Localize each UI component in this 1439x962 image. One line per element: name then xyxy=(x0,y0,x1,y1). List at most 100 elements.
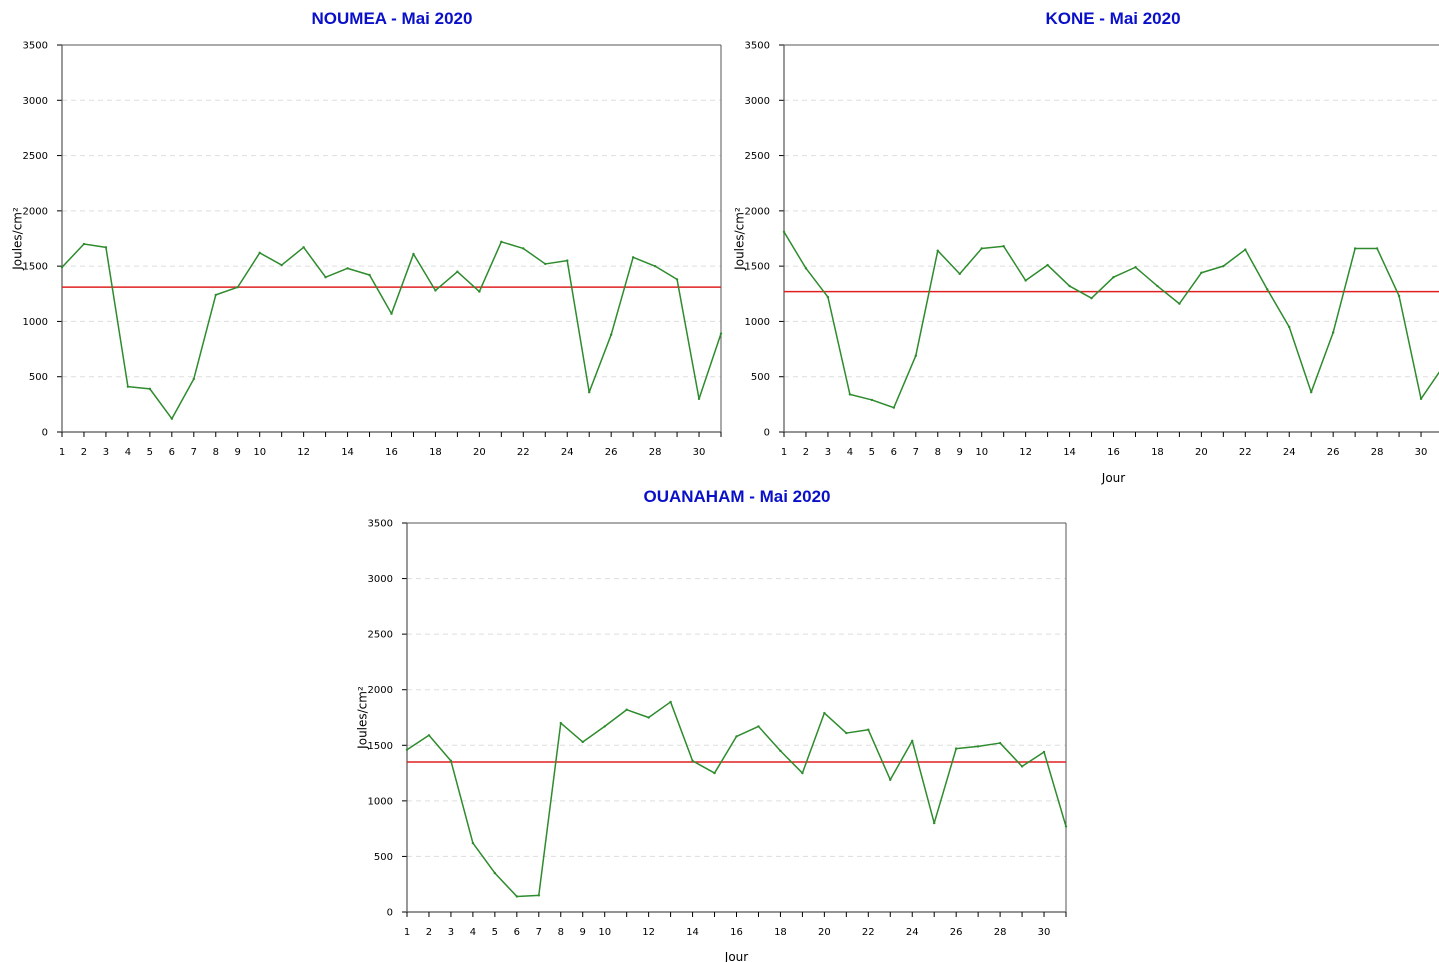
data-point xyxy=(958,272,961,276)
data-point xyxy=(1064,825,1068,828)
data-point xyxy=(675,278,679,281)
data-point xyxy=(544,262,547,266)
x-tick-label: 1 xyxy=(404,927,410,938)
data-point xyxy=(493,871,497,875)
data-point xyxy=(625,708,628,711)
data-point xyxy=(302,246,305,249)
data-point xyxy=(719,332,723,335)
data-point xyxy=(1331,331,1335,334)
x-tick-label: 6 xyxy=(514,927,520,938)
data-point xyxy=(1244,248,1247,251)
data-point xyxy=(60,266,64,269)
x-axis-label: Jour xyxy=(1101,471,1125,485)
x-tick-label: 12 xyxy=(1019,447,1032,458)
x-tick-label: 14 xyxy=(686,927,699,938)
x-tick-label: 22 xyxy=(517,447,530,458)
data-point xyxy=(588,390,591,394)
data-point xyxy=(669,700,672,704)
x-tick-label: 7 xyxy=(536,927,542,938)
x-tick-label: 1 xyxy=(59,447,65,458)
data-point xyxy=(867,728,870,731)
data-point xyxy=(434,289,437,292)
data-point xyxy=(126,385,130,388)
x-tick-label: 4 xyxy=(470,927,476,938)
data-point xyxy=(848,393,852,396)
data-point xyxy=(603,725,606,728)
chart-title: OUANAHAM - Mai 2020 xyxy=(643,487,830,506)
data-point xyxy=(954,747,958,750)
series-line xyxy=(783,231,1439,409)
data-point xyxy=(804,267,808,270)
y-tick-label: 0 xyxy=(42,428,48,439)
x-tick-label: 30 xyxy=(1415,447,1428,458)
x-tick-label: 20 xyxy=(473,447,486,458)
data-point xyxy=(559,721,562,725)
x-tick-label: 14 xyxy=(341,447,354,458)
chart-title: KONE - Mai 2020 xyxy=(1045,9,1180,28)
x-tick-label: 20 xyxy=(1195,447,1208,458)
data-point xyxy=(412,252,415,256)
data-point xyxy=(1042,750,1046,754)
series-line xyxy=(61,241,722,420)
data-point xyxy=(980,247,983,250)
data-point xyxy=(647,716,650,719)
x-tick-label: 4 xyxy=(125,447,131,458)
data-point xyxy=(1200,271,1203,274)
data-point xyxy=(933,821,936,825)
x-tick-label: 6 xyxy=(891,447,897,458)
y-tick-label: 500 xyxy=(374,852,393,863)
y-tick-label: 3500 xyxy=(368,519,393,530)
x-tick-label: 3 xyxy=(448,927,454,938)
x-tick-label: 3 xyxy=(825,447,831,458)
data-point xyxy=(1397,294,1401,298)
data-point xyxy=(1068,284,1071,288)
data-point xyxy=(1156,284,1159,288)
x-tick-label: 6 xyxy=(169,447,175,458)
x-tick-label: 28 xyxy=(994,927,1007,938)
data-point xyxy=(1046,263,1049,267)
data-point xyxy=(914,354,917,357)
data-point xyxy=(82,242,86,246)
x-tick-label: 12 xyxy=(297,447,310,458)
data-point xyxy=(170,417,174,420)
data-point xyxy=(823,711,826,715)
y-tick-label: 500 xyxy=(29,372,48,383)
chart-panel-1: NOUMEA - Mai 2020 0 500 1000 1500 2000 2500 300… xyxy=(11,9,723,458)
x-tick-label: 3 xyxy=(103,447,109,458)
y-tick-label: 2500 xyxy=(23,151,48,162)
data-point xyxy=(609,333,613,336)
data-point xyxy=(1310,390,1313,394)
data-point xyxy=(697,397,701,401)
data-point xyxy=(845,731,848,735)
data-point xyxy=(192,377,195,381)
y-axis-label: Joules/cm² xyxy=(733,207,747,271)
data-point xyxy=(713,771,716,775)
data-point xyxy=(1222,264,1225,268)
data-point xyxy=(936,249,939,252)
x-axis-label: Jour xyxy=(724,950,748,962)
x-tick-label: 9 xyxy=(235,447,241,458)
data-point xyxy=(566,259,569,262)
data-point xyxy=(500,240,503,244)
data-point xyxy=(911,739,914,743)
data-point xyxy=(653,264,657,268)
x-tick-label: 26 xyxy=(950,927,963,938)
y-tick-label: 2000 xyxy=(23,206,48,217)
data-point xyxy=(390,312,393,315)
x-tick-label: 5 xyxy=(492,927,498,938)
y-tick-label: 0 xyxy=(764,428,770,439)
data-point xyxy=(870,398,874,402)
y-tick-label: 0 xyxy=(387,908,393,919)
y-tick-label: 3500 xyxy=(23,41,48,52)
data-point xyxy=(1375,247,1379,250)
data-point xyxy=(280,263,283,267)
data-point xyxy=(1134,266,1137,269)
y-tick-label: 3000 xyxy=(23,96,48,107)
data-point xyxy=(427,734,431,737)
data-point xyxy=(782,230,786,234)
data-point xyxy=(515,895,519,898)
x-tick-label: 10 xyxy=(975,447,988,458)
x-tick-label: 10 xyxy=(598,927,611,938)
x-tick-label: 16 xyxy=(1107,447,1120,458)
